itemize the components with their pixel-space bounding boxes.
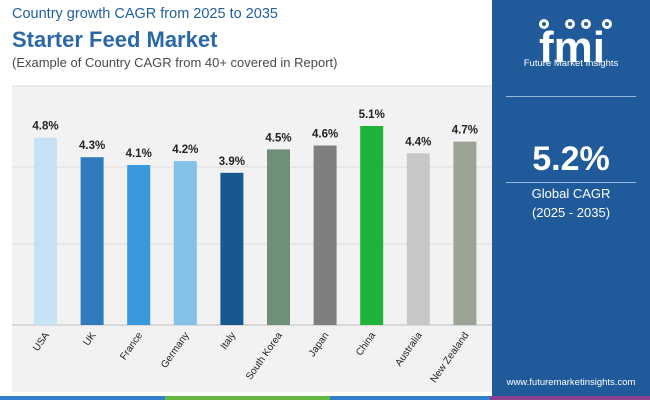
category-label: Australia: [393, 330, 425, 369]
category-label: Italy: [219, 330, 239, 351]
bar-japan: [313, 145, 337, 325]
category-label: Germany: [159, 330, 192, 370]
global-cagr-range: (2025 - 2035): [531, 205, 611, 220]
category-label: Japan: [307, 330, 332, 359]
footer-stripe-blue: [0, 396, 165, 400]
category-label: UK: [82, 330, 99, 348]
data-label: 3.9%: [219, 156, 245, 168]
data-label: 4.3%: [79, 140, 105, 152]
website-link[interactable]: www.futuremarketinsights.com: [506, 377, 636, 388]
fmi-logo-icon: fmi: [539, 19, 612, 66]
category-label: France: [118, 330, 145, 362]
bar-italy: [220, 172, 244, 325]
bar-south-korea: [267, 149, 290, 325]
global-cagr-label: Global CAGR: [531, 186, 611, 201]
bar-new-zealand: [453, 141, 477, 325]
chart-subtitle: Country growth CAGR from 2025 to 2035: [12, 6, 278, 22]
bar-chart: 4.8% USA 4.3% UK 4.1% France 4.2% Germany 3.9% It…: [12, 85, 492, 385]
bar-uk: [80, 157, 104, 325]
category-label: USA: [31, 330, 52, 353]
footer-stripe-purple: [490, 396, 650, 400]
global-cagr-value: 5.2%: [532, 140, 610, 178]
data-label: 4.1%: [126, 148, 152, 160]
sidebar: fmi Future Market Insights 5.2% Global C…: [492, 0, 650, 400]
data-label: 4.6%: [312, 129, 338, 141]
bar-china: [360, 126, 384, 325]
category-label: South Korea: [244, 330, 285, 382]
logo-letters: fmi: [539, 23, 605, 66]
divider-top: [506, 96, 636, 97]
bar-france: [127, 165, 151, 325]
divider-middle: [506, 182, 636, 183]
chart-title: Starter Feed Market: [12, 27, 218, 52]
footer-stripe-green: [165, 396, 330, 400]
data-label: 4.5%: [265, 132, 291, 144]
data-label: 4.7%: [452, 125, 478, 137]
category-label: China: [354, 330, 378, 358]
data-label: 5.1%: [359, 109, 385, 121]
chart-panel: Country growth CAGR from 2025 to 2035 St…: [12, 6, 492, 392]
footer-stripe-blue-2: [330, 396, 490, 400]
bar-usa: [34, 137, 57, 325]
category-label: New Zealand: [429, 330, 472, 385]
company-name: Future Market Insights: [523, 58, 619, 69]
data-label: 4.8%: [32, 121, 58, 133]
data-label: 4.4%: [405, 136, 431, 148]
bar-australia: [406, 153, 430, 325]
data-label: 4.2%: [172, 144, 198, 156]
bar-germany: [173, 161, 197, 325]
chart-note: (Example of Country CAGR from 40+ covere…: [12, 55, 338, 70]
